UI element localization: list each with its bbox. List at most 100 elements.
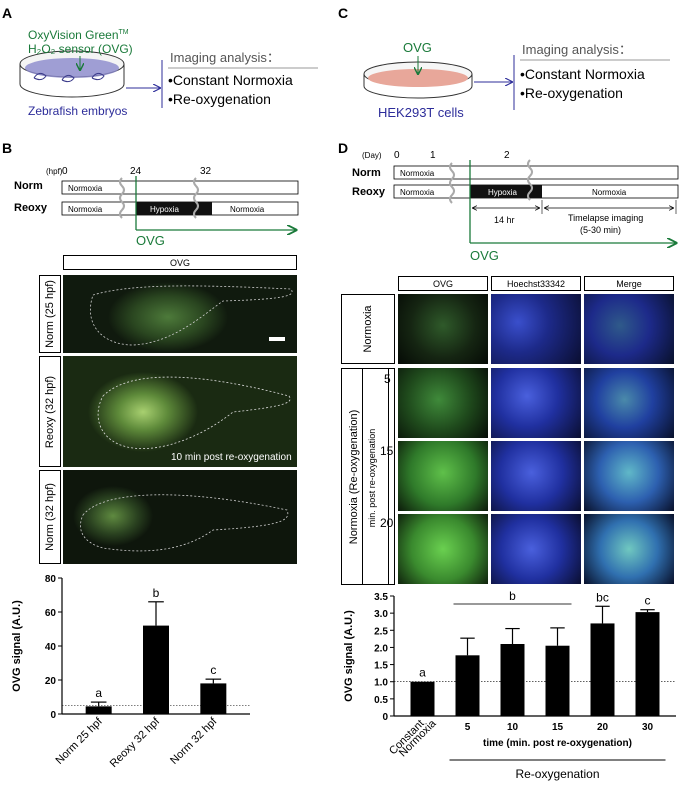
panel-d-14hr: 14 hr [494,215,515,225]
panel-a-dish [19,50,125,98]
panel-d-tick-1: 1 [430,150,436,161]
panel-a-letter: A [2,5,12,21]
panel-b-row-reoxy: Reoxy [14,202,48,214]
panel-d-timelapse2: (5-30 min) [580,225,621,235]
panel-a-analysis-title: Imaging analysis： [170,50,280,65]
y-tick-label: 60 [45,608,57,619]
y-tick-label: 0 [382,712,388,723]
panel-d-timelapse1: Timelapse imaging [568,213,643,223]
bar [143,625,169,714]
panel-b-hypoxia: Hypoxia [150,205,179,214]
panel-d-hypoxia: Hypoxia [488,188,517,197]
panel-d-row-label-normoxia: Normoxia [341,294,395,364]
panel-b-reoxy-caption: 10 min post re-oxygenation [171,452,292,463]
y-tick-label: 3.0 [374,609,388,620]
y-tick-label: 1.5 [374,661,388,672]
panel-d-row-divider [362,368,363,585]
panel-b-row-label-2: Reoxy (32 hpf) [39,356,61,467]
significance-letter: a [419,666,426,680]
panel-d-norm-normoxia: Normoxia [400,169,435,178]
y-tick-label: 0.5 [374,695,388,706]
x-tick-label: 30 [642,722,654,733]
panel-c-sample-label: HEK293T cells [378,105,464,120]
panel-c-item2: •Re-oxygenation [520,85,623,101]
panel-c-analysis-title: Imaging analysis： [522,42,632,57]
micrograph-20min-ovg [398,514,488,584]
panel-b-reoxy-normoxia2: Normoxia [230,205,265,214]
panel-a-sensor-line1: OxyVision GreenTM [28,28,129,42]
panel-d-ovg-label: OVG [470,248,499,263]
panel-d-reoxy-normoxia2: Normoxia [592,188,627,197]
bar [200,683,227,714]
micrograph-15min-ovg [398,441,488,511]
panel-c-dish [363,61,473,99]
micrograph-20min-hoechst [491,514,581,584]
panel-b-tick-32: 32 [200,166,212,177]
embryo-outline [90,285,293,346]
embryo-outline [80,494,289,552]
panel-d-tick-0: 0 [394,150,400,161]
significance-letter: c [645,594,651,608]
panel-b-image-norm32 [63,470,297,564]
x-tick-label: Norm 25 hpf [54,715,106,767]
micrograph-5min-ovg [398,368,488,438]
micrograph-5min-hoechst [491,368,581,438]
micrograph-15min-hoechst [491,441,581,511]
panel-d-row-norm: Norm [352,167,381,179]
panel-b-norm-normoxia: Normoxia [68,184,103,193]
bar [545,645,570,716]
panel-d-col-header-ovg: OVG [398,276,488,291]
y-tick-label: 1.0 [374,678,388,689]
bar [455,655,480,716]
x-tick-label: Reoxy 32 hpf [108,715,163,770]
panel-c-item1: •Constant Normoxia [520,66,645,82]
y-axis-label: OVG signal (A.U.) [343,610,355,702]
bar [590,623,615,716]
bar [635,612,660,716]
significance-letter: c [210,663,216,677]
panel-b-image-reoxy32: 10 min post re-oxygenation [63,356,297,467]
chart-b: 0 20 40 60 80 OVG signal (A.U.) a Norm 25 hpf b R… [11,574,250,770]
significance-letter: b [153,586,160,600]
panel-b-ovg-label: OVG [136,233,165,248]
panel-d-row-reoxy: Reoxy [352,186,386,198]
x-tick-label: Norm 32 hpf [168,715,220,767]
panel-d-reoxy-normoxia1: Normoxia [400,188,435,197]
micrograph-normoxia-ovg [398,294,488,364]
y-tick-label: 0 [50,710,56,721]
bar [85,706,112,714]
panel-b-tick-24: 24 [130,166,142,177]
panel-b-row-label-1: Norm (25 hpf) [39,275,61,353]
significance-letter: bc [596,590,609,604]
x-tick-label: 5 [465,722,471,733]
panel-b-image-norm25 [63,275,297,353]
y-tick-label: 20 [45,676,57,687]
x-tick-label: 10 [507,722,519,733]
chart-d: 0 0.5 1.0 1.5 2.0 2.5 3.0 3.5 OVG signal (A.U.) a… [343,589,676,781]
panel-a-item1: •Constant Normoxia [168,72,293,88]
panel-d-tick-2: 2 [504,150,510,161]
reoxy-group-label: Re-oxygenation [515,767,599,781]
y-tick-label: 2.0 [374,643,388,654]
panel-a-sensor-line2: H₂O₂ sensor (OVG) [28,42,133,56]
micrograph-5min-merge [584,368,674,438]
panel-d-row-divider2 [388,368,389,585]
panel-b-timeline: (hpf) 0 24 32 Norm Reoxy Normoxia Normox… [14,166,299,248]
panel-d-letter: D [338,140,348,156]
panel-d-row-label-reoxy: Normoxia (Re-oxygenation) [341,368,395,585]
x-tick-label: 15 [552,722,564,733]
bar [410,681,435,716]
panel-a-item2: •Re-oxygenation [168,91,271,107]
panel-d-unit: (Day) [362,151,382,160]
bar [500,644,525,716]
micrograph-15min-merge [584,441,674,511]
panel-b-row-norm: Norm [14,180,43,192]
y-tick-label: 80 [45,574,57,585]
significance-letter-group: b [509,589,516,603]
panel-b-row-label-3: Norm (32 hpf) [39,470,61,564]
panel-c-letter: C [338,5,348,21]
panel-d-col-header-merge: Merge [584,276,674,291]
micrograph-20min-merge [584,514,674,584]
panel-d-col-header-hoechst: Hoechst33342 [491,276,581,291]
